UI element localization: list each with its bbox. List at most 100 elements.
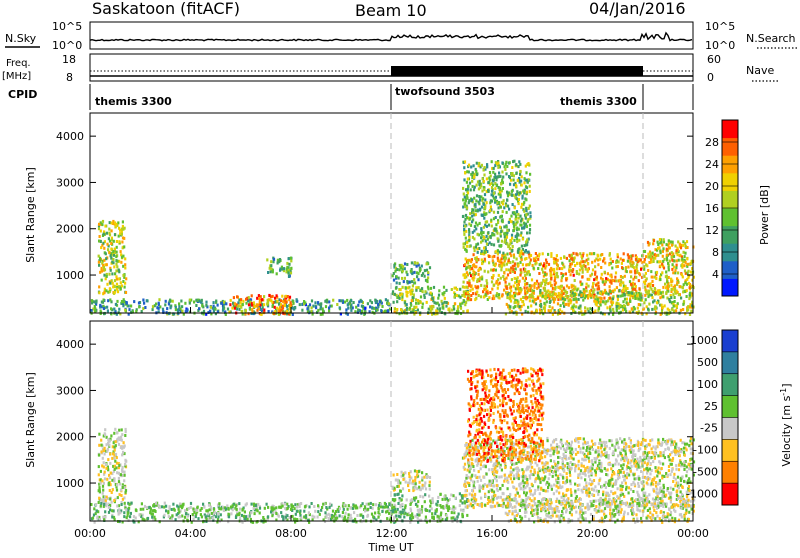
range-gate-cell bbox=[633, 458, 636, 462]
range-gate-cell bbox=[103, 240, 106, 244]
range-gate-cell bbox=[558, 308, 562, 312]
range-gate-cell bbox=[247, 303, 251, 307]
range-gate-cell bbox=[328, 300, 331, 304]
range-gate-cell bbox=[173, 508, 176, 512]
range-gate-cell bbox=[90, 503, 93, 506]
range-gate-cell bbox=[237, 301, 240, 305]
range-gate-cell bbox=[168, 299, 171, 303]
range-gate-cell bbox=[448, 497, 451, 501]
range-gate-cell bbox=[400, 470, 403, 474]
range-gate-cell bbox=[561, 466, 564, 470]
range-gate-cell bbox=[649, 439, 652, 443]
range-gate-cell bbox=[469, 216, 472, 220]
range-gate-cell bbox=[554, 259, 558, 263]
range-gate-cell bbox=[440, 511, 443, 515]
range-gate-cell bbox=[284, 515, 288, 519]
range-gate-cell bbox=[108, 473, 111, 477]
range-gate-cell bbox=[466, 513, 469, 517]
range-gate-cell bbox=[532, 291, 535, 295]
range-gate-cell bbox=[100, 438, 103, 442]
range-gate-cell bbox=[426, 474, 429, 478]
range-gate-cell bbox=[467, 185, 470, 189]
range-gate-cell bbox=[428, 484, 431, 488]
range-gate-cell bbox=[119, 488, 123, 492]
range-gate-cell bbox=[622, 287, 625, 291]
range-gate-cell bbox=[548, 310, 551, 314]
range-gate-cell bbox=[267, 505, 270, 509]
range-gate-cell bbox=[582, 464, 585, 468]
range-gate-cell bbox=[158, 298, 161, 302]
range-gate-cell bbox=[123, 275, 126, 279]
range-gate-cell bbox=[662, 285, 665, 289]
range-gate-cell bbox=[429, 286, 433, 290]
range-gate-cell bbox=[480, 213, 483, 217]
range-gate-cell bbox=[537, 282, 540, 286]
range-gate-cell bbox=[476, 242, 480, 246]
range-gate-cell bbox=[620, 491, 623, 495]
range-gate-cell bbox=[511, 480, 514, 484]
range-gate-cell bbox=[474, 213, 477, 217]
range-gate-cell bbox=[515, 210, 519, 214]
range-gate-cell bbox=[541, 456, 544, 460]
range-gate-cell bbox=[497, 447, 500, 451]
range-gate-cell bbox=[557, 291, 560, 295]
range-gate-cell bbox=[688, 305, 692, 309]
range-gate-cell bbox=[468, 234, 471, 238]
range-gate-cell bbox=[104, 263, 107, 267]
range-gate-cell bbox=[635, 291, 638, 295]
range-gate-cell bbox=[484, 220, 487, 224]
range-gate-cell bbox=[140, 502, 143, 506]
range-gate-cell bbox=[527, 252, 530, 256]
range-gate-cell bbox=[113, 247, 116, 251]
range-gate-cell bbox=[399, 266, 403, 270]
range-gate-cell bbox=[615, 309, 618, 312]
range-gate-cell bbox=[511, 264, 514, 268]
range-gate-cell bbox=[192, 507, 195, 511]
range-gate-cell bbox=[95, 302, 98, 306]
range-gate-cell bbox=[293, 507, 296, 511]
range-gate-cell bbox=[463, 178, 466, 182]
range-gate-cell bbox=[593, 293, 596, 297]
range-gate-cell bbox=[452, 505, 455, 509]
range-gate-cell bbox=[516, 304, 519, 308]
range-gate-cell bbox=[417, 510, 420, 514]
range-gate-cell bbox=[338, 306, 341, 310]
range-gate-cell bbox=[247, 296, 250, 300]
range-gate-cell bbox=[561, 310, 564, 314]
range-gate-cell bbox=[386, 517, 389, 521]
range-gate-cell bbox=[506, 204, 510, 208]
range-gate-cell bbox=[665, 256, 668, 260]
range-gate-cell bbox=[115, 312, 118, 316]
range-gate-cell bbox=[115, 287, 118, 291]
range-gate-cell bbox=[98, 239, 101, 243]
range-gate-cell bbox=[143, 504, 147, 508]
range-gate-cell bbox=[565, 493, 568, 497]
range-gate-cell bbox=[459, 295, 462, 299]
range-gate-cell bbox=[155, 302, 158, 306]
range-gate-cell bbox=[639, 258, 642, 262]
range-gate-cell bbox=[646, 264, 649, 268]
range-gate-cell bbox=[178, 510, 181, 514]
range-gate-cell bbox=[474, 202, 477, 206]
range-gate-cell bbox=[119, 232, 122, 236]
range-gate-cell bbox=[331, 509, 335, 513]
freq-label: Freq. bbox=[6, 58, 31, 69]
range-gate-cell bbox=[525, 209, 528, 212]
range-gate-cell bbox=[410, 303, 413, 307]
range-gate-cell bbox=[107, 468, 110, 472]
range-gate-cell bbox=[492, 283, 495, 287]
range-gate-cell bbox=[382, 310, 385, 314]
range-gate-cell bbox=[452, 305, 455, 308]
range-gate-cell bbox=[283, 298, 287, 302]
range-gate-cell bbox=[471, 489, 474, 492]
range-gate-cell bbox=[106, 447, 109, 451]
range-gate-cell bbox=[252, 502, 255, 506]
range-gate-cell bbox=[121, 474, 124, 477]
range-gate-cell bbox=[393, 520, 396, 524]
range-gate-cell bbox=[491, 166, 494, 170]
range-gate-cell bbox=[241, 312, 244, 316]
range-gate-cell bbox=[262, 516, 265, 519]
range-gate-cell bbox=[465, 449, 468, 453]
range-gate-cell bbox=[222, 300, 226, 304]
range-gate-cell bbox=[505, 285, 508, 289]
